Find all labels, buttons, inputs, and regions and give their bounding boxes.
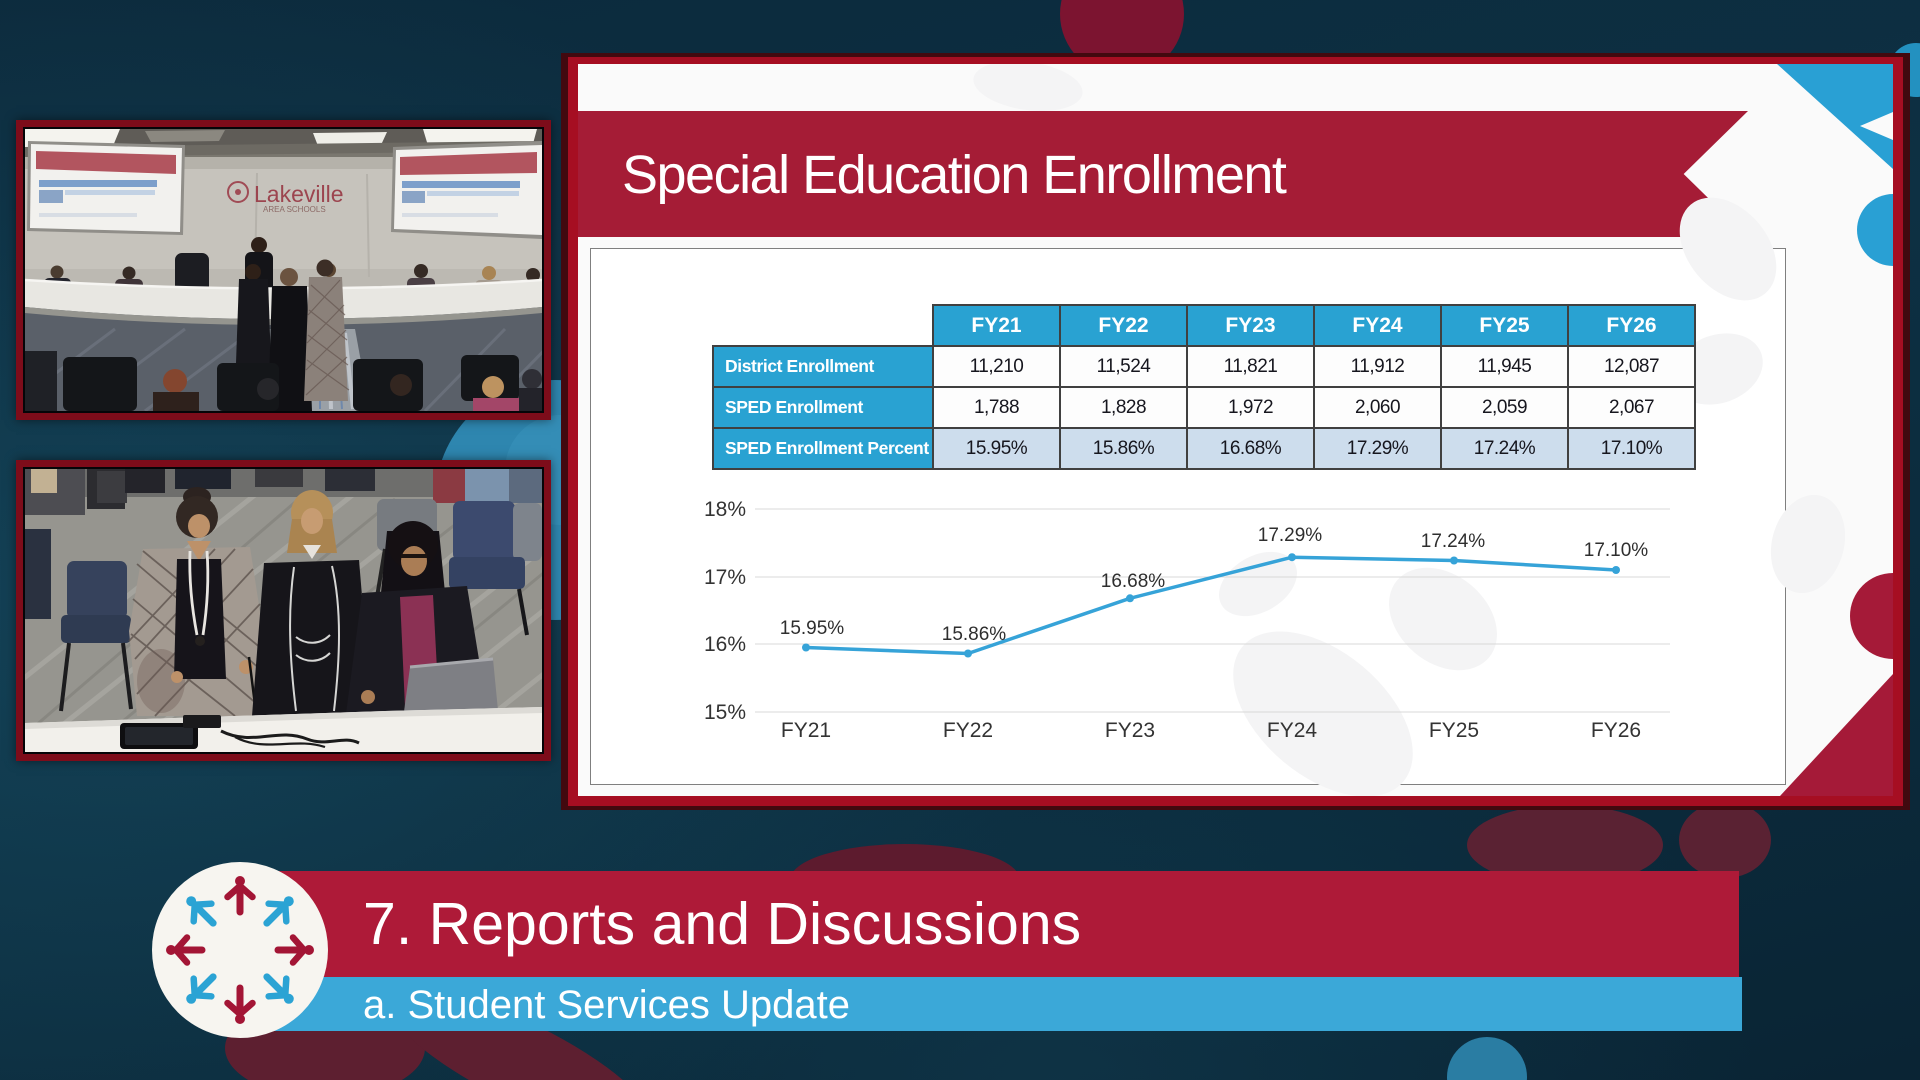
svg-text:FY25: FY25 — [1429, 719, 1479, 742]
svg-text:17.29%: 17.29% — [1258, 525, 1323, 546]
svg-text:FY26: FY26 — [1591, 719, 1641, 742]
svg-text:AREA SCHOOLS: AREA SCHOOLS — [263, 205, 326, 214]
svg-text:15%: 15% — [704, 701, 746, 724]
svg-text:FY24: FY24 — [1267, 719, 1318, 742]
svg-text:FY23: FY23 — [1105, 719, 1155, 742]
svg-text:Lakeville: Lakeville — [254, 181, 344, 207]
svg-text:18%: 18% — [704, 498, 746, 521]
svg-text:17.10%: 17.10% — [1584, 540, 1649, 561]
svg-text:16%: 16% — [704, 633, 746, 656]
svg-text:16.68%: 16.68% — [1101, 571, 1166, 592]
svg-text:FY21: FY21 — [781, 719, 831, 742]
svg-text:15.86%: 15.86% — [942, 624, 1007, 645]
svg-text:17.24%: 17.24% — [1421, 531, 1486, 552]
svg-text:FY22: FY22 — [943, 719, 993, 742]
svg-text:15.95%: 15.95% — [780, 618, 845, 639]
svg-text:17%: 17% — [704, 566, 746, 589]
